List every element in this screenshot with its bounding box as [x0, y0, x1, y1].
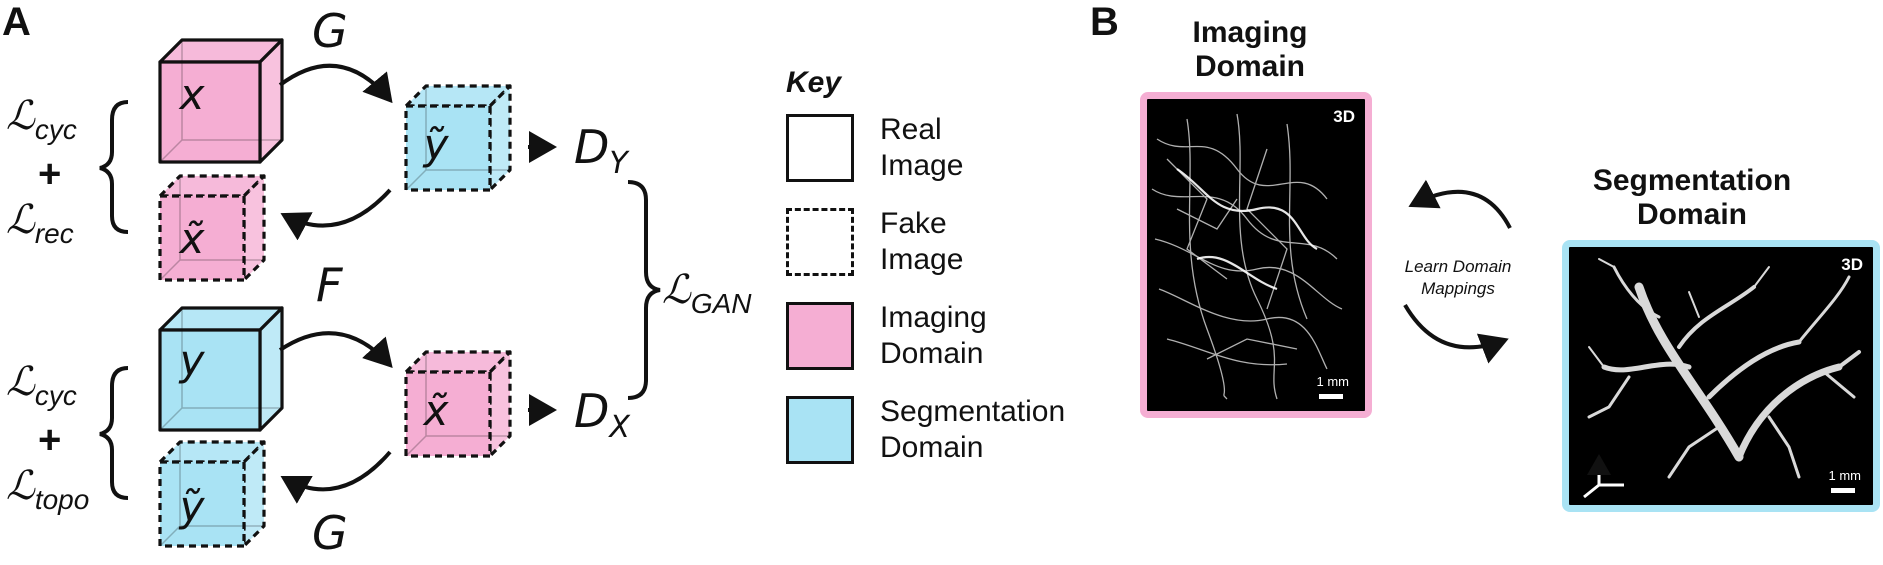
cube-label-y-fake: ỹ	[423, 120, 449, 169]
cube-x-rec	[158, 174, 266, 282]
loss-topo-symbol: ℒ	[6, 463, 35, 509]
imaging-domain-title: Imaging Domain	[1192, 16, 1308, 83]
discriminator-dx: DX	[574, 388, 630, 443]
key-swatch	[786, 208, 854, 276]
loss-cyc-top-sub: cyc	[34, 114, 77, 145]
key-label: Real Image	[880, 113, 964, 182]
key-swatch	[786, 302, 854, 370]
dy-sub: Y	[609, 146, 628, 182]
generator-g-bottom: G	[312, 506, 348, 560]
arrow-g-return-bottom	[280, 450, 392, 504]
arrow-seg-to-img	[1408, 179, 1512, 229]
segmentation-domain-image: 3D 1 mm	[1562, 240, 1880, 512]
cube-x-fake	[404, 350, 512, 458]
key-title: Key	[786, 66, 842, 99]
segmentation-3d-tag: 3D	[1841, 255, 1863, 274]
plus-bottom: +	[38, 418, 62, 462]
loss-gan-sub: GAN	[690, 288, 752, 319]
cube-label-y: y	[179, 336, 205, 385]
cube-label-x: x	[179, 70, 205, 119]
plus-top: +	[38, 152, 62, 196]
loss-rec-sub: rec	[34, 218, 74, 249]
panel-a-letter: A	[2, 0, 31, 44]
arrow-f-mid	[278, 331, 393, 368]
loss-cyc-bottom: ℒcyc	[6, 362, 77, 410]
segmentation-scale-bar	[1831, 488, 1855, 493]
loss-rec-symbol: ℒ	[6, 197, 35, 243]
vessel-tree	[1583, 258, 1861, 499]
dy-symbol: D	[574, 120, 610, 174]
key-swatch	[786, 114, 854, 182]
loss-rec: ℒrec	[6, 200, 74, 248]
panel-b-letter: B	[1090, 0, 1119, 44]
imaging-domain-image: 3D 1 mm	[1140, 92, 1372, 418]
cube-label-x-rec: x̃	[179, 214, 205, 263]
cube-x-real	[158, 38, 284, 164]
segmentation-domain-title: Segmentation Domain	[1592, 164, 1792, 231]
cube-label-x-fake: x̃	[423, 386, 449, 435]
loss-topo: ℒtopo	[6, 466, 89, 514]
loss-topo-sub: topo	[34, 484, 90, 515]
loss-cyc-top: ℒcyc	[6, 96, 77, 144]
segmentation-scale-label: 1 mm	[1828, 468, 1862, 483]
cube-y-rec	[158, 440, 266, 548]
cube-y-real	[158, 306, 284, 432]
key-label: Imaging Domain	[880, 301, 987, 370]
loss-cyc-top-symbol: ℒ	[6, 93, 35, 139]
vessel-texture	[1151, 113, 1343, 400]
key-swatch	[786, 396, 854, 464]
brace-left-top	[99, 100, 129, 234]
imaging-3d-tag: 3D	[1333, 107, 1355, 126]
brace-gan	[627, 180, 661, 400]
key-label: Fake Image	[880, 207, 964, 276]
arrow-img-to-seg	[1403, 303, 1509, 364]
discriminator-dy: DY	[574, 124, 628, 179]
learn-domain-mappings-label: Learn Domain Mappings	[1404, 257, 1512, 298]
cube-y-fake	[404, 84, 512, 192]
imaging-scale-bar	[1319, 394, 1343, 399]
cube-label-y-rec: ỹ	[179, 482, 205, 531]
loss-gan-symbol: ℒ	[662, 267, 691, 313]
loss-cyc-bottom-sub: cyc	[34, 380, 77, 411]
loss-cyc-bottom-symbol: ℒ	[6, 359, 35, 405]
generator-g-top: G	[312, 4, 348, 58]
dx-sub: X	[609, 410, 630, 446]
imaging-scale-label: 1 mm	[1316, 374, 1350, 389]
arrow-g-top	[278, 63, 393, 104]
key-label: Segmentation Domain	[880, 395, 1066, 464]
loss-gan: ℒGAN	[662, 270, 752, 318]
dx-symbol: D	[574, 384, 610, 438]
generator-f: F	[316, 258, 343, 312]
arrow-f-return-top	[280, 188, 392, 241]
brace-left-bottom	[99, 366, 129, 500]
